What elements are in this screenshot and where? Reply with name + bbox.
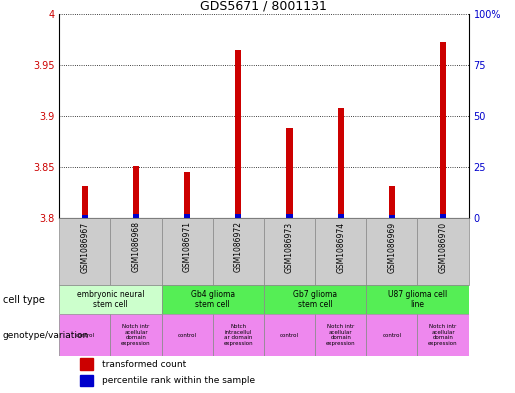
- Bar: [389, 186, 395, 218]
- Bar: [264, 314, 315, 356]
- Text: cell type: cell type: [3, 295, 44, 305]
- Text: Notch intr
acellular
domain
expression: Notch intr acellular domain expression: [326, 324, 355, 346]
- Bar: [286, 214, 293, 218]
- Text: Gb7 glioma
stem cell: Gb7 glioma stem cell: [293, 290, 337, 309]
- Bar: [264, 285, 366, 314]
- Bar: [315, 314, 366, 356]
- Bar: [82, 215, 88, 218]
- Bar: [82, 186, 88, 218]
- Bar: [418, 314, 469, 356]
- Bar: [110, 314, 162, 356]
- Bar: [110, 218, 162, 285]
- Text: control: control: [75, 332, 94, 338]
- Text: control: control: [178, 332, 197, 338]
- Bar: [315, 218, 366, 285]
- Bar: [80, 358, 93, 370]
- Bar: [338, 108, 344, 218]
- Bar: [235, 214, 242, 218]
- Bar: [389, 215, 395, 218]
- Text: GSM1086970: GSM1086970: [439, 221, 448, 273]
- Text: control: control: [382, 332, 401, 338]
- Text: U87 glioma cell
line: U87 glioma cell line: [388, 290, 447, 309]
- Text: percentile rank within the sample: percentile rank within the sample: [102, 376, 255, 385]
- Bar: [184, 214, 190, 218]
- Bar: [133, 214, 139, 218]
- Bar: [366, 314, 418, 356]
- Bar: [440, 42, 446, 218]
- Bar: [440, 214, 446, 218]
- Bar: [366, 218, 418, 285]
- Bar: [162, 314, 213, 356]
- Bar: [366, 285, 469, 314]
- Text: control: control: [280, 332, 299, 338]
- Title: GDS5671 / 8001131: GDS5671 / 8001131: [200, 0, 328, 13]
- Text: GSM1086971: GSM1086971: [183, 221, 192, 272]
- Bar: [338, 214, 344, 218]
- Text: GSM1086969: GSM1086969: [387, 221, 397, 273]
- Bar: [59, 218, 110, 285]
- Text: GSM1086968: GSM1086968: [131, 221, 141, 272]
- Text: embryonic neural
stem cell: embryonic neural stem cell: [77, 290, 144, 309]
- Text: genotype/variation: genotype/variation: [3, 331, 89, 340]
- Bar: [184, 172, 190, 218]
- Bar: [59, 285, 162, 314]
- Bar: [286, 128, 293, 218]
- Bar: [418, 218, 469, 285]
- Text: Notch intr
acellular
domain
expression: Notch intr acellular domain expression: [121, 324, 151, 346]
- Bar: [59, 314, 110, 356]
- Text: GSM1086967: GSM1086967: [80, 221, 89, 273]
- Text: transformed count: transformed count: [102, 360, 186, 369]
- Text: GSM1086972: GSM1086972: [234, 221, 243, 272]
- Bar: [133, 166, 139, 218]
- Text: GSM1086973: GSM1086973: [285, 221, 294, 273]
- Bar: [213, 314, 264, 356]
- Bar: [162, 285, 264, 314]
- Text: Notch
intracellul
ar domain
expression: Notch intracellul ar domain expression: [224, 324, 253, 346]
- Bar: [213, 218, 264, 285]
- Text: Gb4 glioma
stem cell: Gb4 glioma stem cell: [191, 290, 235, 309]
- Text: GSM1086974: GSM1086974: [336, 221, 345, 273]
- Bar: [80, 375, 93, 386]
- Bar: [264, 218, 315, 285]
- Bar: [162, 218, 213, 285]
- Bar: [235, 50, 242, 218]
- Text: Notch intr
acellular
domain
expression: Notch intr acellular domain expression: [428, 324, 458, 346]
